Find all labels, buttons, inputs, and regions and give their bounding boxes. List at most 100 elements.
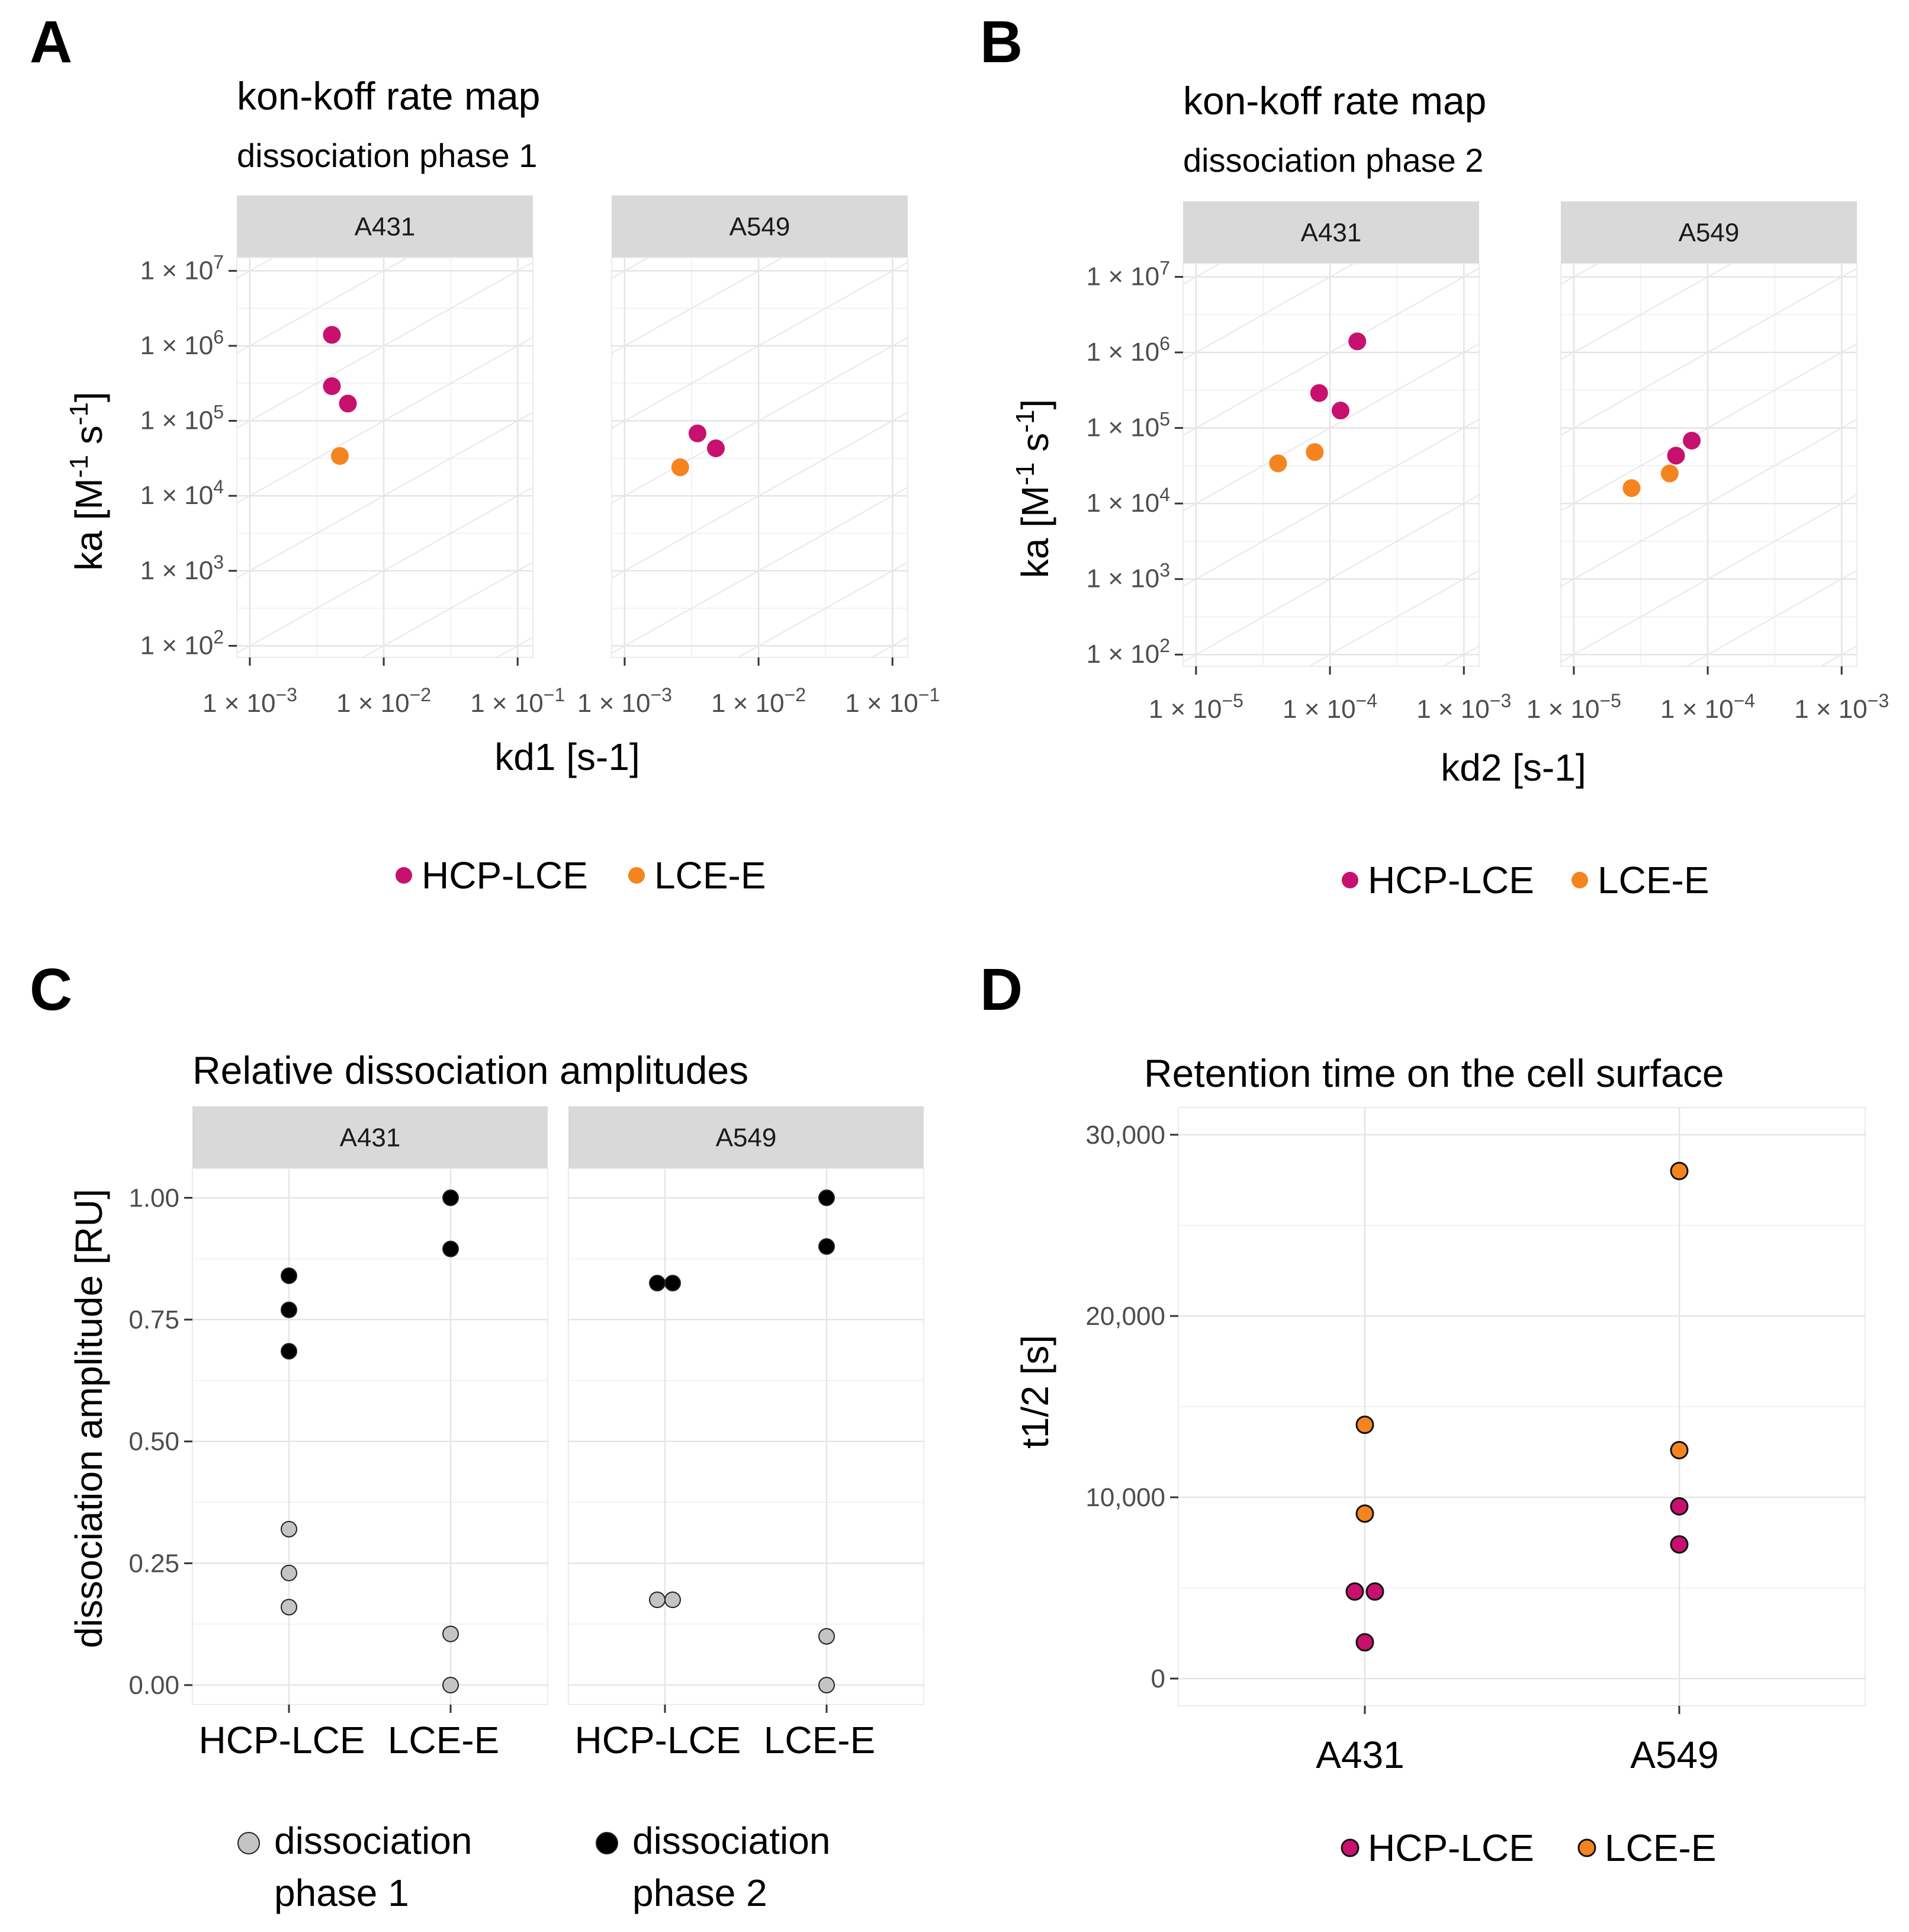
tick-label-base: 1 × 10 [203,689,276,718]
tick-label-base: 1 × 10 [1526,695,1600,724]
tick-label-base: 1 × 10 [845,689,918,718]
panel-c-facet-a549-background [568,1168,924,1705]
point-lce-e [1660,464,1679,483]
x-tick-label: 1 × 10−5 [1526,690,1621,724]
x-tick-label: 1 × 10−3 [577,684,672,718]
y-tick-label: 1 × 105 [140,402,224,435]
panel-a-x-title: kd1 [s-1] [494,736,639,778]
panel-c-facet-a431-background [192,1168,548,1705]
point-lce-e [1622,479,1641,498]
tick-label-base: 1 × 10 [140,256,214,285]
panel-c-title: Relative dissociation amplitudes [192,1048,748,1092]
iso-affinity-line [496,637,533,657]
point-hcp-lce [1667,447,1685,465]
panel-d-legend-label: LCE-E [1605,1827,1717,1869]
point-hcp-lce [1331,402,1349,420]
point-phase-1 [664,1591,681,1609]
tick-label-exponent: 4 [213,476,224,498]
y-tick-label: 1 × 104 [140,476,224,510]
panel-b-legend-label: LCE-E [1598,859,1709,901]
panel-a-facet-a431-strip [237,195,533,258]
iso-affinity-line [1561,264,1733,361]
panel-c-legend-label: dissociation [632,1819,830,1862]
point-phase-2 [281,1267,297,1284]
tick-label-exponent: 7 [213,251,224,272]
point-hcp-lce [1683,431,1701,450]
point-phase-2 [442,1189,459,1206]
x-tick-label: 1 × 10−2 [336,684,431,718]
y-tick-label: 1 × 107 [1087,257,1170,291]
tick-label-exponent: −2 [785,684,806,705]
point-hcp-lce [1670,1497,1689,1516]
iso-affinity-line [612,336,908,504]
y-tick-label: 20,000 [1085,1302,1165,1331]
iso-affinity-line [237,261,533,429]
tick-label-base: 1 × 10 [140,406,214,435]
panel-c-plot: A431 HCP-LCE LCE-E A549 HCP-LCE LCE-E 0.00 0.25… [128,1106,924,1761]
tick-label-exponent: 2 [1159,635,1170,656]
tick-label-exponent: 4 [1159,484,1170,505]
iso-affinity-line [1183,268,1479,436]
tick-label-base: 1 × 10 [1794,695,1868,724]
panel-d-legend-key-lce-e [1577,1838,1596,1857]
panel-b-x-title: kd2 [s-1] [1441,746,1586,789]
x-tick-label: 1 × 10−5 [1149,690,1243,724]
y-tick-label: 0.75 [128,1305,179,1334]
y-tick-label: 0 [1151,1664,1165,1693]
tick-label-exponent: −3 [1868,690,1889,711]
panel-b-legend-label: HCP-LCE [1368,859,1534,901]
tick-label-exponent: 2 [213,626,224,647]
y-title-part: ka [M [68,478,110,570]
point-phase-1 [442,1625,459,1642]
iso-affinity-line [612,412,908,579]
panel-a-legend-key-hcp-lce [396,867,412,884]
tick-label-exponent: 5 [213,402,224,423]
tick-label-base: 1 × 10 [711,689,785,718]
iso-affinity-line [1820,645,1857,666]
panel-c-legend-label: phase 1 [274,1872,409,1914]
point-lce-e [1306,443,1324,461]
point-hcp-lce [706,439,725,457]
x-tick-label: 1 × 10−4 [1660,690,1755,724]
panel-a-facet-a431-strip-label: A431 [355,213,416,242]
panel-b-legend-key-hcp-lce [1342,872,1358,888]
iso-affinity-line [1183,264,1355,361]
panel-a-title: kon-koff rate map [237,74,540,118]
point-lce-e [1670,1161,1689,1180]
panel-letter-c: C [30,957,72,1023]
tick-label-base: 1 × 10 [1087,262,1160,291]
tick-label-exponent: −3 [650,684,671,705]
tick-label-base: 1 × 10 [1660,695,1734,724]
y-tick-label: 1.00 [128,1183,179,1212]
panel-a-facet-a549-background [611,257,908,658]
point-phase-2 [281,1301,297,1318]
panel-b-legend-key-lce-e [1571,872,1588,888]
tick-label-exponent: 6 [1159,333,1170,354]
panel-a-facet-a431-content [237,258,533,657]
x-tick-label: 1 × 10−4 [1283,690,1377,724]
panel-c-legend-label: dissociation [274,1819,472,1862]
y-title-part: ] [1014,399,1056,410]
y-tick-label: 1 × 103 [140,551,224,585]
point-phase-1 [442,1677,459,1694]
point-hcp-lce [323,377,341,395]
panel-c-legend-key-phase-2 [596,1832,618,1854]
panel-c-legend-key-phase-1 [237,1832,260,1854]
tick-label-exponent: −3 [1490,690,1511,711]
tick-label-exponent: −4 [1356,690,1377,711]
tick-label-base: 1 × 10 [140,556,214,585]
point-hcp-lce [1348,332,1367,351]
tick-label-exponent: −5 [1599,690,1621,711]
iso-affinity-line [237,258,409,354]
panel-a-facet-a431-background [236,257,534,658]
tick-label-base: 1 × 10 [577,689,651,718]
iso-affinity-line [237,336,533,504]
panel-c-facet-a431-strip [192,1106,548,1169]
point-phase-1 [281,1599,297,1616]
panel-c-facet-a431-strip-label: A431 [340,1124,401,1153]
panel-a-legend-label: LCE-E [654,854,766,897]
panel-a-y-title: ka [M-1 s-1] [65,391,110,570]
iso-affinity-line [612,261,908,429]
